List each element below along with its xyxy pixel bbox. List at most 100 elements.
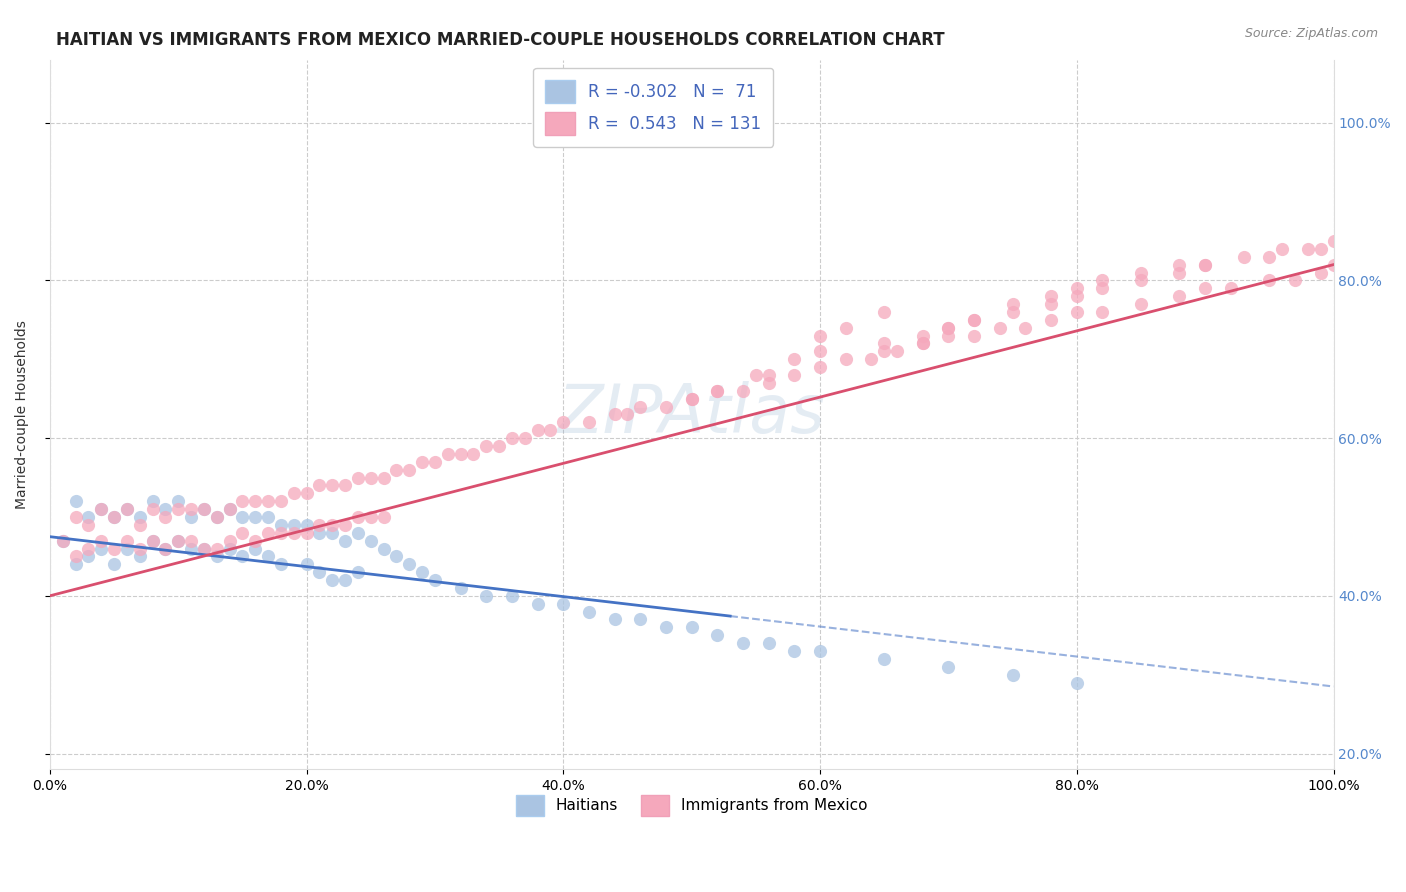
Point	[475, 439, 498, 453]
Point	[808, 360, 831, 375]
Point	[180, 533, 202, 548]
Point	[308, 517, 330, 532]
Point	[283, 517, 305, 532]
Point	[835, 352, 858, 367]
Point	[578, 415, 600, 429]
Point	[167, 533, 190, 548]
Point	[218, 541, 240, 556]
Point	[360, 533, 382, 548]
Point	[90, 502, 112, 516]
Point	[578, 605, 600, 619]
Point	[360, 470, 382, 484]
Point	[295, 558, 318, 572]
Point	[283, 525, 305, 540]
Point	[1258, 250, 1281, 264]
Point	[745, 368, 768, 382]
Point	[257, 549, 280, 564]
Point	[347, 470, 370, 484]
Point	[1322, 258, 1344, 272]
Point	[1066, 289, 1088, 303]
Point	[141, 533, 163, 548]
Point	[308, 525, 330, 540]
Point	[65, 510, 87, 524]
Point	[155, 541, 177, 556]
Point	[385, 549, 408, 564]
Point	[347, 525, 370, 540]
Point	[218, 533, 240, 548]
Point	[128, 517, 150, 532]
Point	[873, 336, 896, 351]
Point	[808, 328, 831, 343]
Point	[333, 533, 356, 548]
Point	[1258, 273, 1281, 287]
Point	[155, 502, 177, 516]
Point	[1168, 258, 1191, 272]
Point	[167, 502, 190, 516]
Point	[911, 336, 934, 351]
Point	[295, 517, 318, 532]
Point	[938, 320, 960, 334]
Point	[475, 589, 498, 603]
Point	[1129, 273, 1152, 287]
Point	[423, 573, 446, 587]
Point	[808, 344, 831, 359]
Point	[513, 431, 536, 445]
Point	[1309, 242, 1331, 256]
Point	[347, 510, 370, 524]
Point	[603, 612, 626, 626]
Point	[1040, 289, 1063, 303]
Point	[681, 392, 703, 406]
Point	[411, 455, 433, 469]
Point	[270, 494, 292, 508]
Point	[245, 541, 267, 556]
Point	[450, 581, 472, 595]
Point	[501, 589, 523, 603]
Point	[553, 597, 575, 611]
Point	[103, 558, 125, 572]
Point	[77, 549, 100, 564]
Point	[231, 549, 253, 564]
Point	[180, 510, 202, 524]
Point	[90, 502, 112, 516]
Point	[1040, 313, 1063, 327]
Point	[1219, 281, 1241, 295]
Point	[1001, 305, 1024, 319]
Point	[180, 541, 202, 556]
Point	[628, 612, 651, 626]
Point	[616, 408, 638, 422]
Point	[1040, 297, 1063, 311]
Point	[873, 652, 896, 666]
Point	[155, 510, 177, 524]
Point	[167, 494, 190, 508]
Point	[283, 486, 305, 500]
Point	[257, 510, 280, 524]
Point	[90, 533, 112, 548]
Point	[103, 510, 125, 524]
Point	[1168, 289, 1191, 303]
Point	[231, 510, 253, 524]
Point	[1194, 281, 1216, 295]
Point	[231, 525, 253, 540]
Point	[1309, 266, 1331, 280]
Point	[1271, 242, 1294, 256]
Point	[295, 486, 318, 500]
Point	[128, 549, 150, 564]
Point	[398, 558, 420, 572]
Point	[231, 494, 253, 508]
Point	[245, 510, 267, 524]
Point	[681, 392, 703, 406]
Point	[321, 573, 343, 587]
Point	[373, 510, 395, 524]
Point	[655, 400, 678, 414]
Point	[873, 305, 896, 319]
Point	[115, 502, 138, 516]
Point	[860, 352, 883, 367]
Point	[321, 478, 343, 492]
Point	[411, 565, 433, 579]
Point	[1066, 281, 1088, 295]
Point	[1066, 305, 1088, 319]
Point	[783, 368, 806, 382]
Point	[1091, 281, 1114, 295]
Point	[167, 533, 190, 548]
Point	[808, 644, 831, 658]
